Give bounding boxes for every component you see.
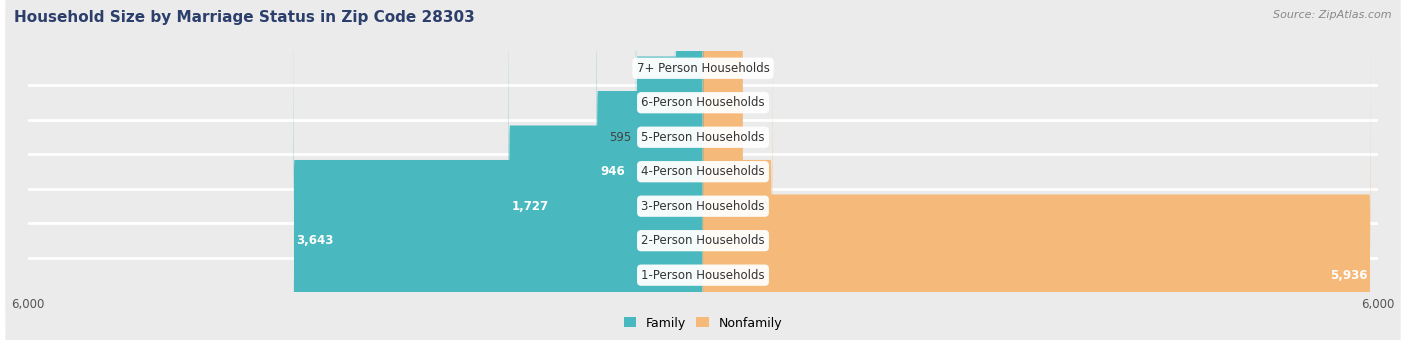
FancyBboxPatch shape	[6, 0, 1400, 340]
Text: 0: 0	[747, 131, 754, 144]
Text: 100: 100	[747, 200, 769, 213]
FancyBboxPatch shape	[596, 0, 703, 340]
FancyBboxPatch shape	[703, 0, 742, 340]
Text: 0: 0	[747, 96, 754, 109]
Text: 595: 595	[609, 131, 631, 144]
Text: Source: ZipAtlas.com: Source: ZipAtlas.com	[1274, 10, 1392, 20]
FancyBboxPatch shape	[6, 0, 1400, 340]
FancyBboxPatch shape	[6, 0, 1400, 340]
FancyBboxPatch shape	[703, 0, 742, 340]
FancyBboxPatch shape	[703, 0, 742, 340]
FancyBboxPatch shape	[6, 0, 1400, 340]
FancyBboxPatch shape	[692, 0, 703, 340]
Text: 0: 0	[747, 165, 754, 178]
Text: 102: 102	[665, 62, 688, 75]
FancyBboxPatch shape	[636, 0, 703, 340]
Text: 2-Person Households: 2-Person Households	[641, 234, 765, 247]
Text: 5,936: 5,936	[1330, 269, 1367, 282]
Text: 0: 0	[747, 62, 754, 75]
FancyBboxPatch shape	[675, 0, 703, 340]
FancyBboxPatch shape	[509, 0, 703, 340]
Text: Household Size by Marriage Status in Zip Code 28303: Household Size by Marriage Status in Zip…	[14, 10, 475, 25]
Text: 614: 614	[744, 234, 769, 247]
Legend: Family, Nonfamily: Family, Nonfamily	[624, 317, 782, 329]
FancyBboxPatch shape	[6, 0, 1400, 340]
FancyBboxPatch shape	[292, 0, 703, 340]
Text: 1-Person Households: 1-Person Households	[641, 269, 765, 282]
Text: 5-Person Households: 5-Person Households	[641, 131, 765, 144]
Text: 1,727: 1,727	[512, 200, 550, 213]
Text: 4-Person Households: 4-Person Households	[641, 165, 765, 178]
FancyBboxPatch shape	[703, 0, 1371, 340]
Text: 3,643: 3,643	[297, 234, 335, 247]
FancyBboxPatch shape	[6, 0, 1400, 340]
FancyBboxPatch shape	[703, 0, 772, 340]
Text: 3-Person Households: 3-Person Households	[641, 200, 765, 213]
Text: 7+ Person Households: 7+ Person Households	[637, 62, 769, 75]
FancyBboxPatch shape	[703, 0, 742, 340]
Text: 946: 946	[600, 165, 624, 178]
Text: 6-Person Households: 6-Person Households	[641, 96, 765, 109]
FancyBboxPatch shape	[703, 0, 742, 340]
FancyBboxPatch shape	[6, 0, 1400, 340]
Text: 248: 248	[648, 96, 671, 109]
